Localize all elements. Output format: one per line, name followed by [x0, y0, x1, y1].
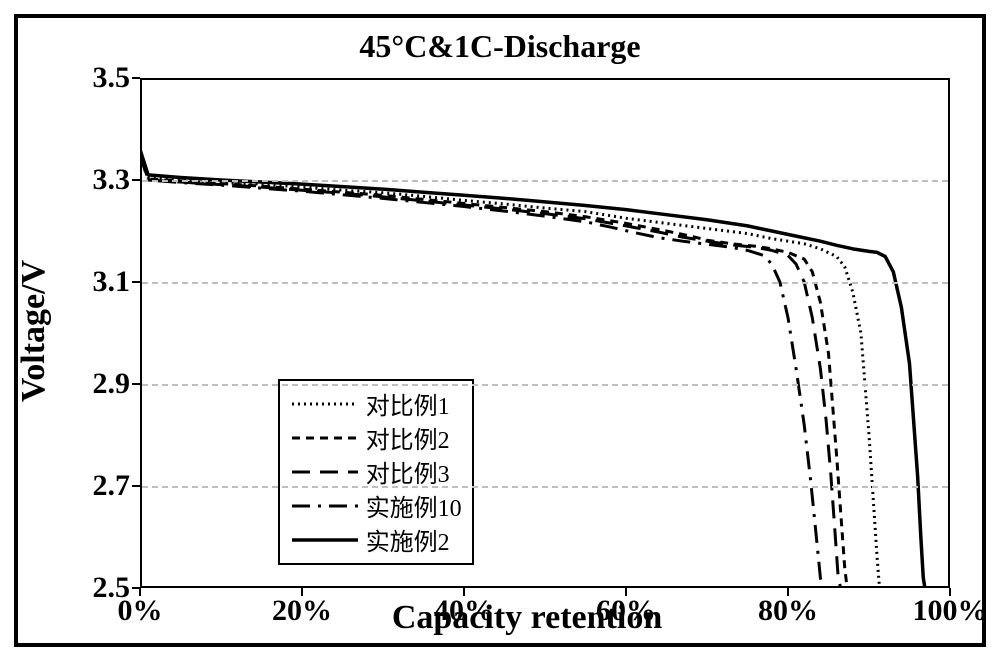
y-tick-label: 3.5	[93, 61, 131, 95]
y-tick-label: 2.9	[93, 367, 131, 401]
series-comp1	[140, 155, 880, 589]
y-tick-mark	[132, 281, 140, 283]
x-tick-mark	[625, 588, 627, 596]
grid-line	[142, 180, 948, 182]
y-tick-label: 3.1	[93, 265, 131, 299]
series-comp3	[140, 155, 841, 589]
grid-line	[142, 282, 948, 284]
legend-item-comp3: 对比例3	[290, 455, 462, 489]
x-tick-label: 0%	[118, 594, 163, 628]
legend-item-ex10: 实施例10	[290, 489, 462, 523]
legend-line-icon	[290, 387, 360, 421]
legend-box: 对比例1对比例2对比例3实施例10实施例2	[278, 379, 474, 565]
y-tick-label: 3.3	[93, 163, 131, 197]
plot-area: 对比例1对比例2对比例3实施例10实施例2 2.52.72.93.13.33.5…	[140, 78, 950, 588]
chart-lines	[140, 78, 950, 588]
chart-title: 45°C&1C-Discharge	[0, 28, 1000, 65]
legend-line-icon	[290, 489, 360, 523]
x-tick-mark	[463, 588, 465, 596]
legend-line-icon	[290, 421, 360, 455]
y-tick-label: 2.7	[93, 469, 131, 503]
x-tick-label: 100%	[913, 594, 988, 628]
legend-item-ex2: 实施例2	[290, 523, 462, 557]
x-axis-label: Capacity retention	[392, 599, 662, 637]
y-tick-mark	[132, 485, 140, 487]
x-tick-label: 80%	[758, 594, 818, 628]
legend-item-comp2: 对比例2	[290, 421, 462, 455]
grid-line	[142, 486, 948, 488]
chart-figure: 45°C&1C-Discharge Voltage/V 对比例1对比例2对比例3…	[0, 0, 1000, 661]
x-tick-mark	[139, 588, 141, 596]
y-axis-label: Voltage/V	[15, 259, 53, 401]
series-comp2	[140, 155, 847, 589]
legend-label: 对比例3	[366, 454, 450, 489]
legend-label: 对比例1	[366, 386, 450, 421]
series-ex10	[140, 155, 823, 589]
x-tick-mark	[787, 588, 789, 596]
legend-item-comp1: 对比例1	[290, 387, 462, 421]
x-tick-label: 20%	[272, 594, 332, 628]
legend-line-icon	[290, 523, 360, 557]
y-tick-mark	[132, 383, 140, 385]
legend-label: 对比例2	[366, 420, 450, 455]
y-tick-mark	[132, 77, 140, 79]
x-tick-mark	[301, 588, 303, 596]
grid-line	[142, 384, 948, 386]
legend-line-icon	[290, 455, 360, 489]
legend-label: 实施例2	[366, 522, 450, 557]
y-tick-mark	[132, 179, 140, 181]
x-tick-mark	[949, 588, 951, 596]
legend-label: 实施例10	[366, 488, 462, 523]
